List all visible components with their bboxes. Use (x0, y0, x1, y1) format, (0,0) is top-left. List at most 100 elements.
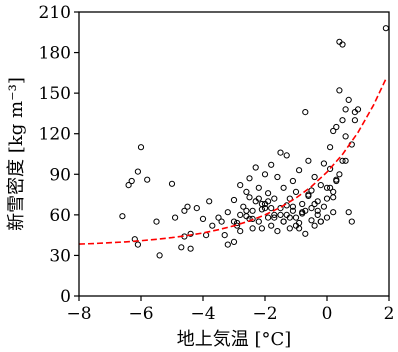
data-point (135, 169, 140, 174)
data-point (169, 181, 174, 186)
data-point (349, 219, 354, 224)
data-point (328, 145, 333, 150)
data-point (293, 215, 298, 220)
x-tick-label: −6 (128, 304, 153, 324)
data-point (210, 223, 215, 228)
data-point (247, 176, 252, 181)
data-point (219, 219, 224, 224)
data-point (207, 199, 212, 204)
data-point (135, 242, 140, 247)
y-tick-label: 90 (49, 165, 71, 185)
data-point (346, 97, 351, 102)
x-tick-label: 2 (384, 304, 395, 324)
data-point (343, 107, 348, 112)
y-ticks: 0 30 60 90 120 150 180 210 (39, 3, 79, 307)
data-point (244, 189, 249, 194)
data-point (179, 245, 184, 250)
data-point (157, 253, 162, 258)
data-point (383, 26, 388, 31)
data-point (290, 178, 295, 183)
data-point (312, 223, 317, 228)
data-point (259, 226, 264, 231)
data-point (303, 231, 308, 236)
data-point (275, 174, 280, 179)
data-point (337, 88, 342, 93)
data-point (343, 158, 348, 163)
x-tick-label: −2 (252, 304, 277, 324)
data-point (225, 210, 230, 215)
y-tick-label: 60 (49, 206, 71, 226)
x-tick-label: −8 (66, 304, 91, 324)
data-point (200, 216, 205, 221)
data-point (259, 207, 264, 212)
data-point (278, 150, 283, 155)
data-point (250, 208, 255, 213)
data-point (262, 172, 267, 177)
data-point (346, 210, 351, 215)
data-point (340, 118, 345, 123)
data-point (204, 233, 209, 238)
data-point (281, 185, 286, 190)
data-point (238, 212, 243, 217)
y-tick-label: 150 (39, 84, 71, 104)
y-axis-label: 新雪密度 [kg m⁻³] (6, 77, 27, 231)
data-point (321, 204, 326, 209)
data-point (269, 223, 274, 228)
y-tick-label: 0 (60, 287, 71, 307)
y-tick-label: 210 (39, 3, 71, 23)
y-tick-label: 180 (39, 44, 71, 64)
data-point (247, 195, 252, 200)
data-point (194, 206, 199, 211)
data-point (188, 246, 193, 251)
data-point (321, 161, 326, 166)
data-point (331, 128, 336, 133)
data-point (269, 162, 274, 167)
data-point (312, 174, 317, 179)
data-point (281, 219, 286, 224)
data-point (293, 189, 298, 194)
data-point (328, 185, 333, 190)
data-point (173, 215, 178, 220)
data-point (324, 196, 329, 201)
data-point (244, 208, 249, 213)
data-point (275, 229, 280, 234)
data-point (331, 195, 336, 200)
data-point (256, 219, 261, 224)
data-point (352, 118, 357, 123)
x-axis-label: 地上気温 [°C] (177, 329, 292, 350)
data-point (145, 177, 150, 182)
data-point (129, 178, 134, 183)
data-point (309, 218, 314, 223)
marks-layer (79, 26, 389, 258)
data-point (250, 226, 255, 231)
data-point (284, 153, 289, 158)
data-point (287, 226, 292, 231)
data-point (309, 188, 314, 193)
data-point (343, 134, 348, 139)
data-point (185, 204, 190, 209)
data-point (120, 214, 125, 219)
data-point (269, 206, 274, 211)
y-tick-label: 120 (39, 125, 71, 145)
data-point (154, 219, 159, 224)
data-point (331, 210, 336, 215)
data-point (225, 242, 230, 247)
data-point (272, 196, 277, 201)
data-point (324, 215, 329, 220)
data-point (297, 168, 302, 173)
data-point (278, 212, 283, 217)
data-point (238, 229, 243, 234)
data-point (303, 110, 308, 115)
data-point (266, 191, 271, 196)
data-point (337, 172, 342, 177)
data-point (306, 158, 311, 163)
data-point (256, 185, 261, 190)
y-tick-label: 30 (49, 246, 71, 266)
x-ticks: −8 −6 −4 −2 0 2 (66, 296, 394, 324)
data-point (253, 165, 258, 170)
data-point (238, 183, 243, 188)
x-tick-label: 0 (322, 304, 333, 324)
x-tick-label: −4 (190, 304, 215, 324)
data-point (318, 183, 323, 188)
